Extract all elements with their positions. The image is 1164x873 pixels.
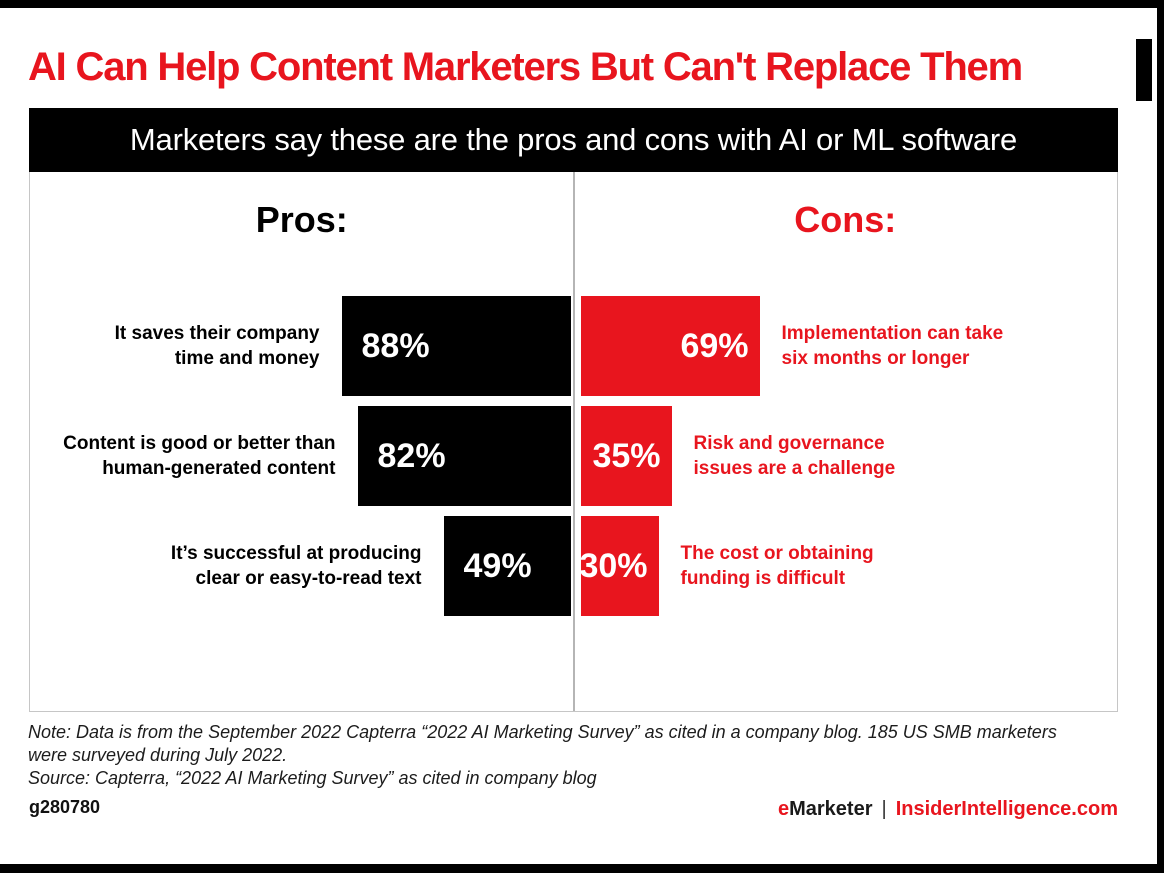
- pro-value: 82%: [377, 436, 446, 475]
- brand-logo: eMarketer | InsiderIntelligence.com: [778, 798, 1118, 821]
- border-right: [1157, 0, 1164, 873]
- chart-subtitle-text: Marketers say these are the pros and con…: [129, 122, 1018, 157]
- chart-id: g280780: [29, 797, 101, 817]
- pro-bar: 82%: [357, 406, 571, 506]
- pro-bar: 49%: [443, 516, 571, 616]
- pro-label: It’s successful at producing clear or ea…: [170, 542, 422, 589]
- brand-separator: |: [881, 798, 887, 820]
- cons-half: 69% Implementation can take six months o…: [574, 296, 1118, 396]
- con-value: 30%: [579, 546, 648, 585]
- pro-label: Content is good or better than human-gen…: [63, 432, 336, 479]
- page-title: AI Can Help Content Marketers But Can't …: [28, 45, 1023, 89]
- con-value: 35%: [592, 436, 661, 475]
- note-text: Note: Data is from the September 2022 Ca…: [28, 722, 1057, 765]
- chart-row: It’s successful at producing clear or ea…: [30, 516, 1117, 616]
- pros-half: Content is good or better than human-gen…: [30, 406, 574, 506]
- center-divider: [572, 172, 575, 711]
- border-bottom: [0, 864, 1164, 873]
- con-label: Risk and governance issues are a challen…: [693, 432, 896, 479]
- chart-subtitle-banner: Marketers say these are the pros and con…: [29, 108, 1118, 172]
- pros-half: It’s successful at producing clear or ea…: [30, 516, 574, 616]
- source-text: Source: Capterra, “2022 AI Marketing Sur…: [28, 768, 597, 788]
- pro-value: 49%: [463, 546, 532, 585]
- pros-half: It saves their company time and money 88…: [30, 296, 574, 396]
- footnotes: Note: Data is from the September 2022 Ca…: [28, 721, 1057, 790]
- cons-header: Cons:: [794, 199, 897, 240]
- con-bar: 69%: [580, 296, 760, 396]
- con-bar: 30%: [579, 516, 659, 616]
- chart-area: Pros: Cons: It saves their company time …: [29, 172, 1118, 712]
- cons-half: 30% The cost or obtaining funding is dif…: [574, 516, 1118, 616]
- pros-header: Pros:: [255, 199, 348, 240]
- con-label: The cost or obtaining funding is difficu…: [680, 542, 874, 589]
- cons-half: 35% Risk and governance issues are a cha…: [574, 406, 1118, 506]
- pro-bar: 88%: [341, 296, 571, 396]
- column-headers: Pros: Cons:: [30, 202, 1117, 238]
- chart-row: It saves their company time and money 88…: [30, 296, 1117, 396]
- border-top: [0, 0, 1164, 8]
- con-value: 69%: [680, 326, 749, 365]
- con-label: Implementation can take six months or lo…: [781, 322, 1004, 369]
- brand-name: Marketer: [789, 798, 873, 820]
- con-bar: 35%: [580, 406, 672, 506]
- brand-e: e: [777, 798, 790, 820]
- chart-rows: It saves their company time and money 88…: [30, 296, 1117, 616]
- title-accent-bar: [1136, 39, 1152, 101]
- pro-value: 88%: [361, 326, 430, 365]
- chart-row: Content is good or better than human-gen…: [30, 406, 1117, 506]
- pro-label: It saves their company time and money: [114, 322, 320, 369]
- brand-site: InsiderIntelligence.com: [895, 798, 1118, 820]
